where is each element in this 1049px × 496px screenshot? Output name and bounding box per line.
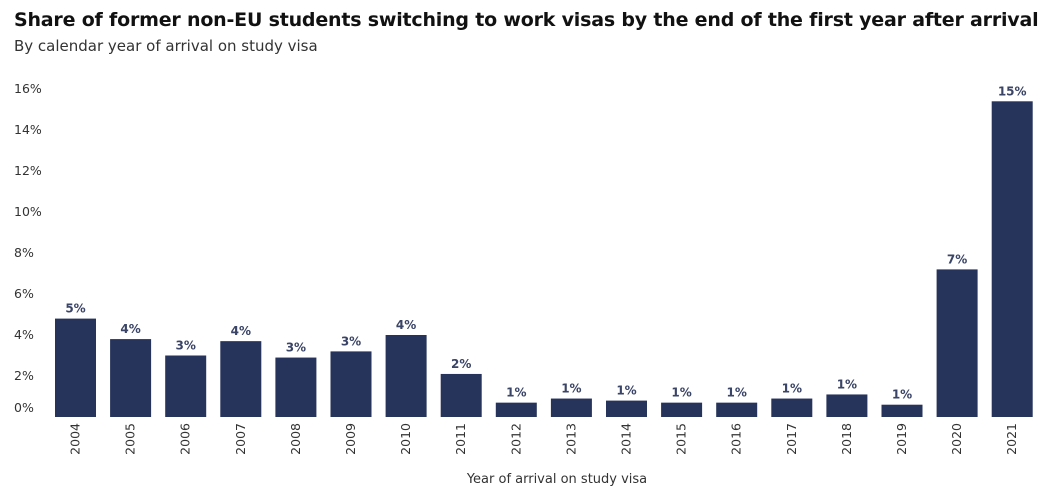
y-tick-label: 8%: [14, 245, 34, 260]
bar: [440, 373, 482, 417]
bar: [385, 335, 427, 417]
y-tick-label: 0%: [14, 400, 34, 415]
bar: [991, 101, 1033, 418]
data-label: 1%: [727, 386, 747, 400]
bar: [55, 318, 96, 417]
x-tick-label: 2016: [729, 423, 744, 455]
data-label: 4%: [231, 324, 251, 338]
bar: [165, 355, 207, 417]
x-axis: 2004 2005 2006 2007 2008 2009 2010 2011 2012 2013…: [68, 423, 1020, 455]
bar: [110, 339, 152, 417]
x-tick-label: 2005: [123, 423, 138, 455]
x-tick-label: 2008: [288, 423, 303, 455]
y-tick-label: 6%: [14, 286, 34, 301]
y-tick-label: 2%: [14, 368, 34, 383]
data-label: 3%: [176, 339, 196, 353]
data-label: 1%: [837, 377, 857, 391]
bar: [661, 402, 703, 417]
x-tick-label: 2013: [563, 423, 578, 455]
bar: [495, 402, 537, 417]
x-tick-label: 2004: [68, 423, 83, 455]
bar: [936, 269, 978, 417]
x-tick-label: 2021: [1004, 423, 1019, 455]
chart-subtitle: By calendar year of arrival on study vis…: [14, 37, 318, 55]
data-label: 1%: [616, 384, 636, 398]
data-label: 1%: [506, 386, 526, 400]
data-label: 2%: [451, 357, 471, 371]
data-label: 5%: [65, 302, 85, 316]
data-label: 1%: [561, 382, 581, 396]
data-labels: 5% 4% 3% 4% 3% 3% 4% 2% 1% 1% 1% 1% 1% 1% 1% 1% 7% 15%: [65, 84, 1026, 401]
bar: [881, 404, 923, 417]
data-label: 7%: [947, 252, 967, 266]
y-tick-label: 16%: [14, 81, 42, 96]
data-label: 3%: [286, 341, 306, 355]
data-label: 15%: [998, 84, 1027, 98]
x-tick-label: 2012: [508, 423, 523, 455]
bar: [606, 400, 647, 417]
data-label: 4%: [120, 322, 140, 336]
x-tick-label: 2006: [178, 423, 193, 455]
x-tick-label: 2010: [398, 423, 413, 455]
x-tick-label: 2014: [619, 423, 634, 455]
data-label: 4%: [396, 318, 416, 332]
data-label: 3%: [341, 334, 361, 348]
x-tick-label: 2020: [949, 423, 964, 455]
x-tick-label: 2009: [343, 423, 358, 455]
y-tick-label: 14%: [14, 122, 42, 137]
bar: [550, 398, 592, 417]
bar: [826, 394, 868, 417]
x-axis-label: Year of arrival on study visa: [466, 472, 647, 487]
data-label: 1%: [671, 386, 691, 400]
y-tick-label: 10%: [14, 204, 42, 219]
x-tick-label: 2018: [839, 423, 854, 455]
bars: [55, 101, 1033, 418]
data-label: 1%: [892, 388, 912, 402]
x-tick-label: 2007: [233, 423, 248, 455]
y-axis: 0% 2% 4% 6% 8% 10% 12% 14% 16%: [14, 81, 42, 415]
bar: [220, 341, 262, 417]
y-tick-label: 4%: [14, 327, 34, 342]
x-tick-label: 2019: [894, 423, 909, 455]
x-tick-label: 2015: [674, 423, 689, 455]
bar: [771, 398, 813, 417]
x-tick-label: 2011: [453, 423, 468, 455]
x-tick-label: 2017: [784, 423, 799, 455]
y-tick-label: 12%: [14, 163, 42, 178]
bar: [330, 351, 372, 417]
bar: [716, 402, 758, 417]
bar: [275, 357, 317, 417]
data-label: 1%: [782, 382, 802, 396]
chart-title: Share of former non-EU students switchin…: [14, 9, 1039, 31]
